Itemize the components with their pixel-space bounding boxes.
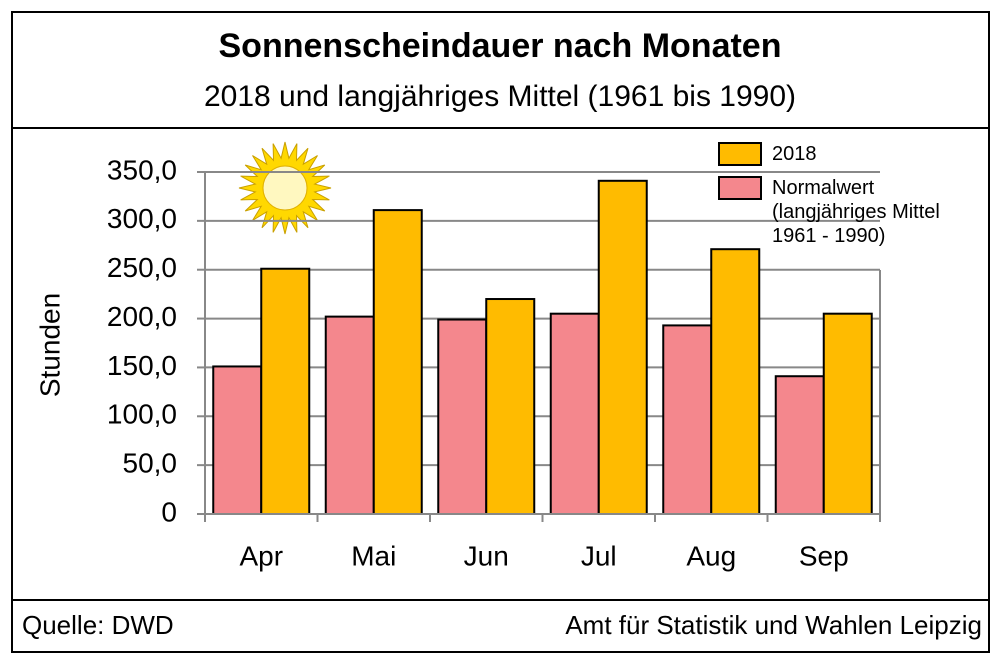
y-tick-label: 0: [161, 496, 177, 527]
legend-label: Normalwert (langjähriges Mittel 1961 - 1…: [772, 177, 940, 247]
y-tick-label: 300,0: [107, 203, 177, 234]
bar: [597, 179, 648, 515]
source: Quelle: DWD: [22, 610, 174, 640]
legend-swatch: [718, 142, 762, 166]
bar: [260, 267, 311, 516]
x-tick-label: Apr: [239, 540, 283, 571]
bar: [372, 209, 423, 515]
x-tick-label: Jun: [464, 540, 509, 571]
chart-title: Sonnenscheindauer nach Monaten: [219, 27, 782, 65]
bar: [662, 324, 713, 516]
sun-core: [262, 165, 308, 211]
publisher: Amt für Statistik und Wahlen Leipzig: [565, 610, 982, 640]
y-tick-label: 50,0: [123, 448, 178, 479]
bar: [710, 248, 761, 516]
y-tick-label: 350,0: [107, 154, 177, 185]
y-tick-label: 200,0: [107, 301, 177, 332]
y-tick-label: 250,0: [107, 252, 177, 283]
legend: 2018 Normalwert (langjähriges Mittel 1961…: [718, 142, 988, 258]
x-tick-label: Mai: [351, 540, 396, 571]
legend-label: 2018: [772, 143, 817, 165]
y-tick-label: 150,0: [107, 350, 177, 381]
y-tick-label: 100,0: [107, 399, 177, 430]
bar: [212, 365, 263, 515]
bar: [324, 315, 375, 516]
legend-item: 2018: [718, 142, 988, 166]
x-tick-label: Sep: [799, 540, 849, 571]
sun-icon: [238, 141, 332, 235]
legend-swatch: [718, 176, 762, 200]
y-axis-label: Stunden: [34, 293, 65, 397]
x-tick-label: Jul: [581, 540, 617, 571]
x-tick-label: Aug: [686, 540, 736, 571]
legend-item: Normalwert (langjähriges Mittel 1961 - 1…: [718, 176, 988, 248]
bar: [437, 318, 488, 516]
bar: [549, 312, 600, 515]
bar: [485, 298, 536, 515]
bar: [774, 375, 825, 516]
chart-subtitle: 2018 und langjähriges Mittel (1961 bis 1…: [204, 80, 796, 113]
bar: [822, 312, 873, 515]
